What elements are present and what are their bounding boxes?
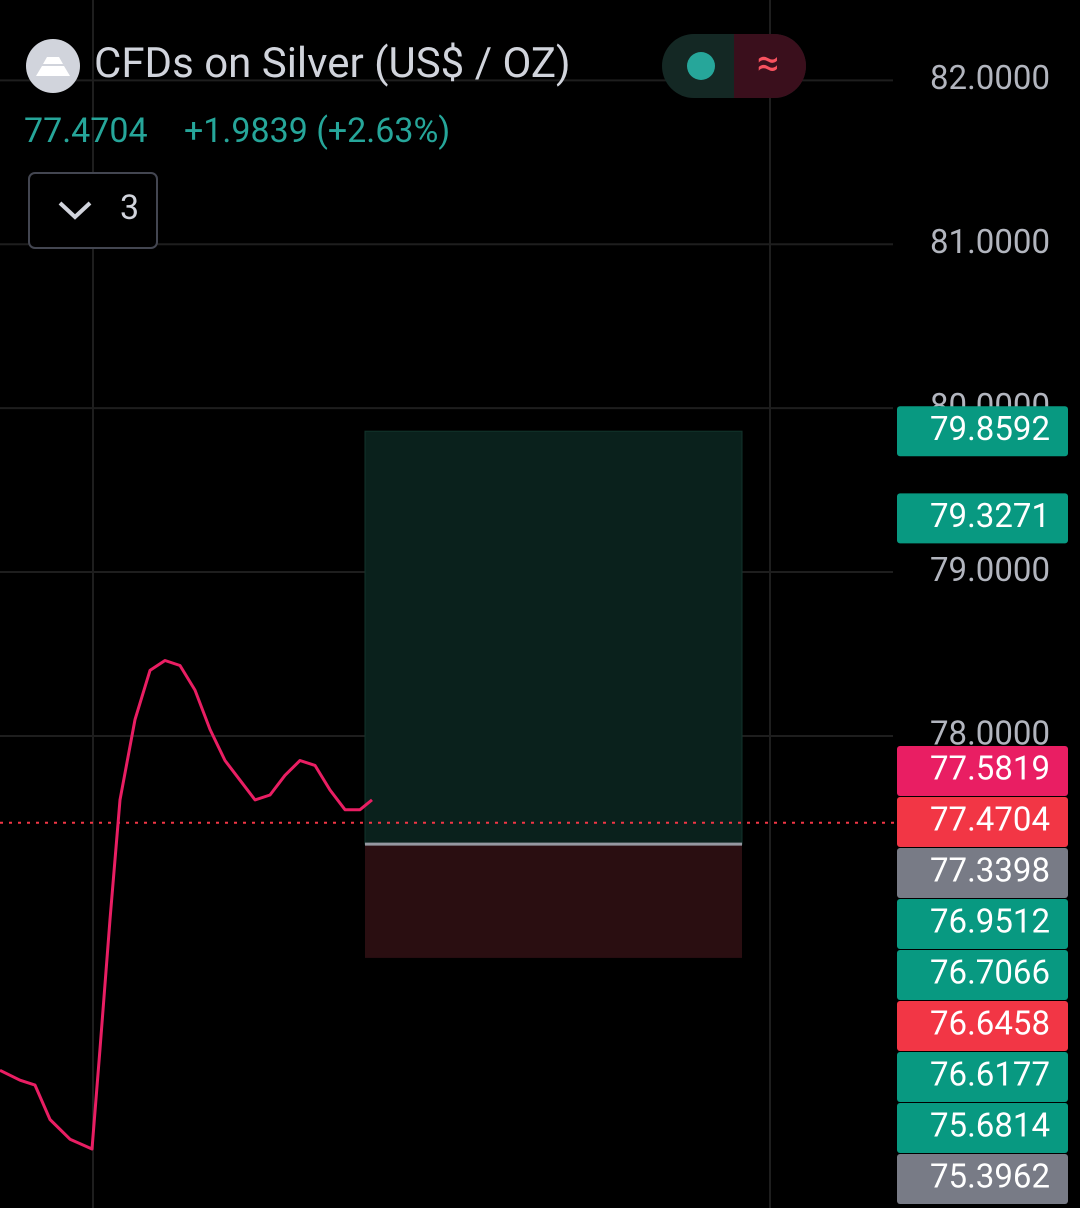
price-tag-label: 79.8592 <box>930 410 1050 449</box>
header: CFDs on Silver (US$ / OZ) ≈ 77.4704 +1.9… <box>24 34 806 249</box>
last-price: 77.4704 <box>24 111 148 151</box>
price-tag-label: 77.3398 <box>930 852 1050 891</box>
price-tag-label: 76.9512 <box>930 903 1050 942</box>
price-tags: 79.8592 79.3271 77.5819 77.4704 77.3398 76.95… <box>897 406 1068 1204</box>
price-tag <box>897 406 1068 457</box>
price-change: +1.9839 (+2.63%) <box>184 111 450 151</box>
price-tag <box>897 1001 1068 1051</box>
price-tag-label: 76.6458 <box>930 1005 1050 1044</box>
status-icon: ≈ <box>757 40 780 87</box>
price-tag <box>897 1103 1068 1153</box>
price-tag <box>897 1052 1068 1102</box>
indicator-count: 3 <box>120 188 139 228</box>
status-pill-right <box>734 34 806 98</box>
price-tag-label: 76.6177 <box>930 1056 1050 1095</box>
price-tag-label: 79.3271 <box>930 497 1050 536</box>
price-tag <box>897 899 1068 949</box>
price-tag <box>897 493 1068 544</box>
symbol-icon-bars <box>36 57 70 76</box>
plot <box>0 430 895 1151</box>
price-tag-label: 77.4704 <box>930 801 1050 840</box>
y-tick-label: 79.0000 <box>930 551 1050 590</box>
indicators-button[interactable] <box>28 172 158 249</box>
price-tag-label: 77.5819 <box>930 750 1050 789</box>
y-tick-label: 82.0000 <box>930 59 1050 98</box>
loss-zone <box>365 844 742 958</box>
chevron <box>58 201 92 220</box>
price-tag <box>897 746 1068 796</box>
y-tick-label: 81.0000 <box>930 223 1050 262</box>
price-tag <box>897 1154 1068 1204</box>
price-tag-label: 75.3962 <box>930 1158 1050 1197</box>
market-open-dot <box>687 52 715 80</box>
price-tag <box>897 950 1068 1000</box>
price-tag-label: 75.6814 <box>930 1107 1050 1146</box>
profit-zone <box>364 430 743 845</box>
price-tag-label: 76.7066 <box>930 954 1050 993</box>
price-tag <box>897 797 1068 847</box>
price-line <box>0 659 373 1151</box>
price-tag <box>897 848 1068 898</box>
symbol-title: CFDs on Silver (US$ / OZ) <box>94 39 571 88</box>
